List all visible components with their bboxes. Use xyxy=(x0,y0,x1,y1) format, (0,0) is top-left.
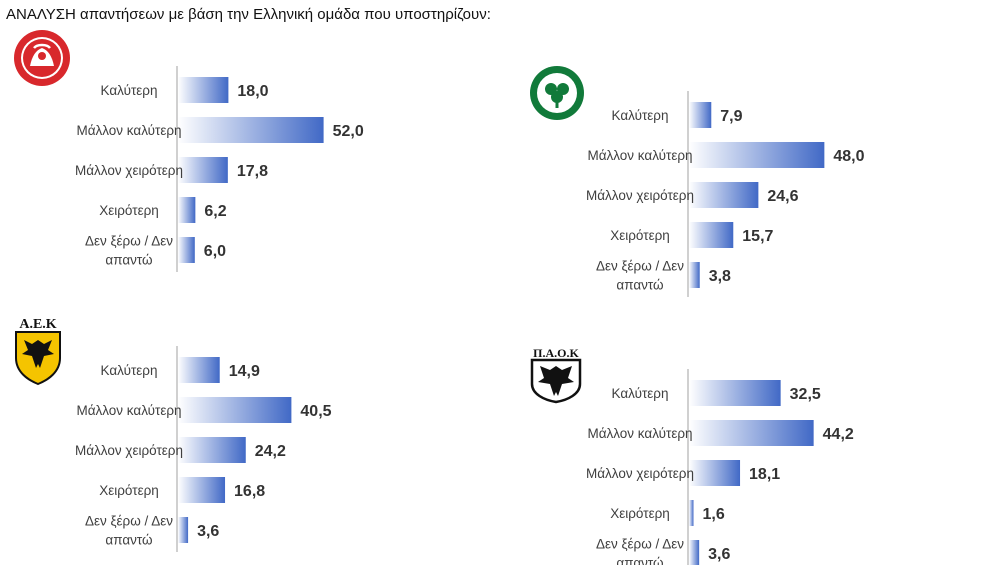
bar xyxy=(178,437,246,463)
category-label: Μάλλον καλύτερη xyxy=(587,426,692,441)
category-label: Καλύτερη xyxy=(612,386,669,401)
bar xyxy=(689,380,781,406)
bar-value-label: 17,8 xyxy=(237,163,268,180)
bar xyxy=(689,222,734,248)
bar xyxy=(689,102,712,128)
bar-value-label: 3,6 xyxy=(708,546,730,563)
aek-logo-text: Α.Ε.Κ xyxy=(19,317,56,332)
aek-crest-icon: Α.Ε.Κ xyxy=(10,314,66,386)
bar-value-label: 3,6 xyxy=(197,523,219,540)
bar-value-label: 3,8 xyxy=(709,268,731,285)
bar-value-label: 18,1 xyxy=(749,466,780,483)
bar-value-label: 7,9 xyxy=(720,108,742,125)
category-label: Μάλλον καλύτερη xyxy=(587,148,692,163)
bar xyxy=(178,77,229,103)
category-label: Μάλλον καλύτερη xyxy=(76,403,181,418)
category-label: Μάλλον χειρότερη xyxy=(75,163,183,178)
bar xyxy=(689,540,700,565)
bar xyxy=(178,517,189,543)
category-label: Δεν ξέρω / Δεν απαντώ xyxy=(596,259,684,293)
bar-value-label: 24,2 xyxy=(255,443,286,460)
bar-value-label: 1,6 xyxy=(703,506,725,523)
bar-value-label: 18,0 xyxy=(237,83,268,100)
bar xyxy=(689,142,825,168)
category-label: Μάλλον χειρότερη xyxy=(75,443,183,458)
bar xyxy=(689,262,700,288)
bar xyxy=(689,500,694,526)
bar-value-label: 48,0 xyxy=(833,148,864,165)
category-label: Καλύτερη xyxy=(612,108,669,123)
paok-chart: 32,5 Καλύτερη 44,2 Μάλλον καλύτερη 18,1 Μάλλο… xyxy=(586,369,854,565)
olympiacos-crest-icon xyxy=(12,28,72,88)
bar-value-label: 6,0 xyxy=(204,243,226,260)
bar-value-label: 40,5 xyxy=(300,403,331,420)
category-label: Μάλλον χειρότερη xyxy=(586,188,694,203)
olympiacos-chart: 18,0 Καλύτερη 52,0 Μάλλον καλύτερη 17,8 Μάλλο… xyxy=(75,66,364,272)
category-label: Χειρότερη xyxy=(99,483,159,498)
panathinaikos-chart: 7,9 Καλύτερη 48,0 Μάλλον καλύτερη 24,6 Μάλλον… xyxy=(586,91,865,297)
category-label: Καλύτερη xyxy=(101,363,158,378)
bar xyxy=(689,460,741,486)
paok-logo-text: Π.Α.Ο.Κ xyxy=(533,346,579,360)
aek-chart: 14,9 Καλύτερη 40,5 Μάλλον καλύτερη 24,2 Μάλλο… xyxy=(75,346,332,552)
category-label: Καλύτερη xyxy=(101,83,158,98)
category-label: Δεν ξέρω / Δεν απαντώ xyxy=(85,234,173,268)
category-label: Χειρότερη xyxy=(610,506,670,521)
bar-value-label: 44,2 xyxy=(823,426,854,443)
bar-value-label: 24,6 xyxy=(767,188,798,205)
bar-value-label: 16,8 xyxy=(234,483,265,500)
bar xyxy=(178,477,226,503)
paok-crest-icon: Π.Α.Ο.Κ xyxy=(528,344,584,404)
category-label: Μάλλον καλύτερη xyxy=(76,123,181,138)
bar-value-label: 15,7 xyxy=(742,228,773,245)
category-label: Χειρότερη xyxy=(610,228,670,243)
panathinaikos-crest-icon xyxy=(528,64,586,122)
bar-value-label: 14,9 xyxy=(229,363,260,380)
bar xyxy=(178,357,220,383)
category-label: Δεν ξέρω / Δεν απαντώ xyxy=(596,537,684,565)
category-label: Χειρότερη xyxy=(99,203,159,218)
category-label: Δεν ξέρω / Δεν απαντώ xyxy=(85,514,173,548)
bar xyxy=(178,157,228,183)
bar xyxy=(178,237,195,263)
bar xyxy=(178,397,292,423)
bar-value-label: 32,5 xyxy=(790,386,821,403)
bar-value-label: 52,0 xyxy=(333,123,364,140)
category-label: Μάλλον χειρότερη xyxy=(586,466,694,481)
bar xyxy=(689,182,759,208)
page-title: ΑΝΑΛΥΣΗ απαντήσεων με βάση την Ελληνική … xyxy=(6,6,491,23)
bar xyxy=(178,197,196,223)
bar xyxy=(178,117,324,143)
bar-value-label: 6,2 xyxy=(204,203,226,220)
bar xyxy=(689,420,814,446)
